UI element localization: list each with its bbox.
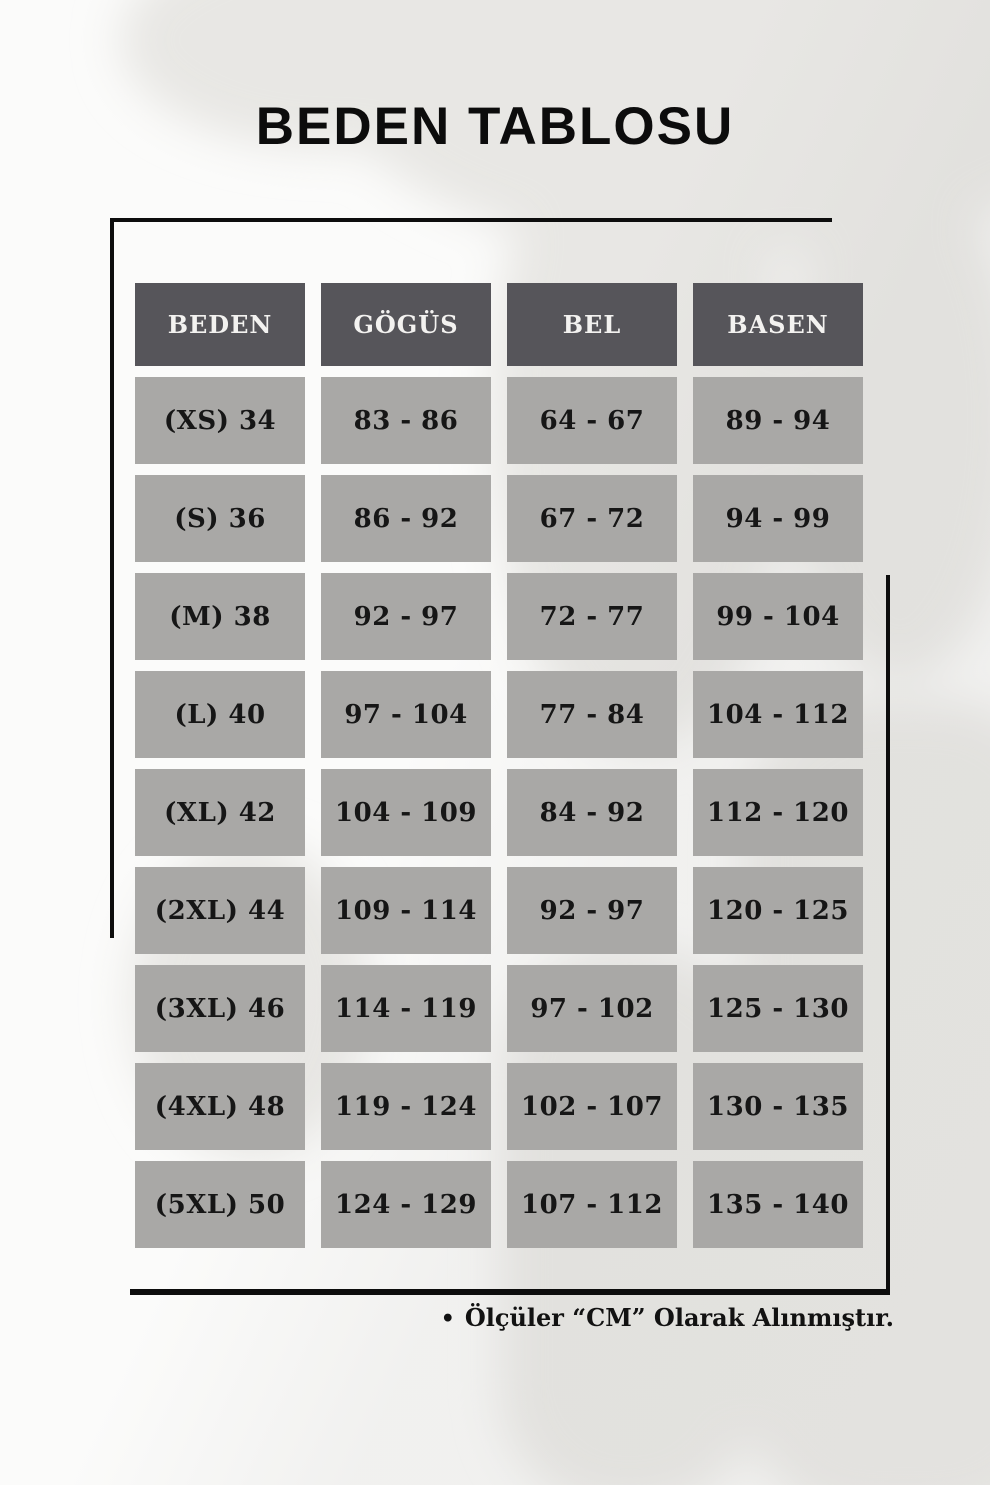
measurement-cell: 124 - 129: [321, 1161, 491, 1248]
measurement-cell: 109 - 114: [321, 867, 491, 954]
frame-line-left: [110, 218, 114, 938]
measurement-cell: 119 - 124: [321, 1063, 491, 1150]
size-cell: (S) 36: [135, 475, 305, 562]
measurement-cell: 94 - 99: [693, 475, 863, 562]
measurement-cell: 92 - 97: [321, 573, 491, 660]
footnote-bullet: •: [440, 1306, 455, 1332]
measurement-cell: 114 - 119: [321, 965, 491, 1052]
measurement-cell: 97 - 104: [321, 671, 491, 758]
measurement-cell: 112 - 120: [693, 769, 863, 856]
frame-line-right: [886, 575, 890, 1294]
measurement-cell: 92 - 97: [507, 867, 677, 954]
column-header: BASEN: [693, 283, 863, 366]
size-cell: (M) 38: [135, 573, 305, 660]
measurement-cell: 83 - 86: [321, 377, 491, 464]
size-cell: (4XL) 48: [135, 1063, 305, 1150]
frame-line-bottom: [130, 1289, 890, 1295]
footnote: • Ölçüler “CM” Olarak Alınmıştır.: [441, 1303, 894, 1332]
measurement-cell: 64 - 67: [507, 377, 677, 464]
frame-line-top: [110, 218, 832, 222]
measurement-cell: 104 - 112: [693, 671, 863, 758]
measurement-cell: 97 - 102: [507, 965, 677, 1052]
measurement-cell: 125 - 130: [693, 965, 863, 1052]
column-header: BEDEN: [135, 283, 305, 366]
column-header: GÖGÜS: [321, 283, 491, 366]
size-cell: (5XL) 50: [135, 1161, 305, 1248]
measurement-cell: 102 - 107: [507, 1063, 677, 1150]
measurement-cell: 84 - 92: [507, 769, 677, 856]
measurement-cell: 99 - 104: [693, 573, 863, 660]
size-cell: (3XL) 46: [135, 965, 305, 1052]
measurement-cell: 107 - 112: [507, 1161, 677, 1248]
size-cell: (2XL) 44: [135, 867, 305, 954]
footnote-text: Ölçüler “CM” Olarak Alınmıştır.: [464, 1303, 894, 1332]
measurement-cell: 130 - 135: [693, 1063, 863, 1150]
page-title: BEDEN TABLOSU: [255, 97, 735, 156]
measurement-cell: 72 - 77: [507, 573, 677, 660]
size-cell: (XS) 34: [135, 377, 305, 464]
measurement-cell: 89 - 94: [693, 377, 863, 464]
measurement-cell: 135 - 140: [693, 1161, 863, 1248]
measurement-cell: 120 - 125: [693, 867, 863, 954]
size-cell: (XL) 42: [135, 769, 305, 856]
measurement-cell: 86 - 92: [321, 475, 491, 562]
measurement-cell: 77 - 84: [507, 671, 677, 758]
size-cell: (L) 40: [135, 671, 305, 758]
measurement-cell: 104 - 109: [321, 769, 491, 856]
column-header: BEL: [507, 283, 677, 366]
size-table: BEDEN GÖGÜS BEL BASEN (XS) 34 83 - 86 64 - 67 8…: [135, 283, 863, 1248]
measurement-cell: 67 - 72: [507, 475, 677, 562]
